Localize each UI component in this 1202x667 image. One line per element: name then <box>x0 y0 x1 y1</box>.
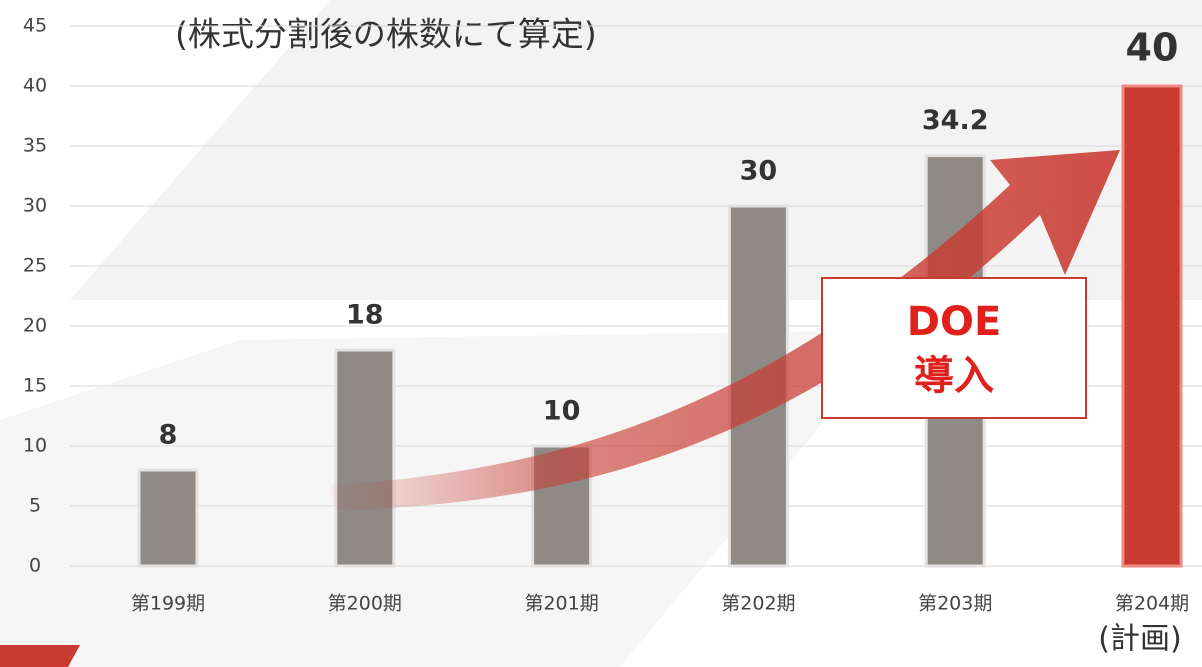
y-tick-label: 35 <box>23 135 47 157</box>
bar <box>1121 84 1183 568</box>
growth-arrow <box>330 150 1120 510</box>
category-note: (計画) <box>1098 622 1181 657</box>
x-tick-label: 第201期 <box>524 593 598 615</box>
bar <box>334 348 396 568</box>
y-tick-label: 25 <box>23 255 47 277</box>
x-tick-label: 第199期 <box>131 593 205 615</box>
background-shape <box>70 0 1202 300</box>
y-tick-label: 10 <box>23 435 47 457</box>
data-label: 34.2 <box>922 105 989 136</box>
y-tick-label: 0 <box>29 555 41 577</box>
subtitle: (株式分割後の株数にて算定) <box>175 15 597 54</box>
x-tick-label: 第204期 <box>1115 593 1189 615</box>
data-label: 8 <box>159 420 178 451</box>
y-tick-label: 40 <box>23 75 47 97</box>
x-tick-label: 第203期 <box>918 593 992 615</box>
data-label: 10 <box>543 396 581 427</box>
callout-text: 導入 <box>914 353 994 399</box>
data-label: 18 <box>346 300 384 331</box>
callout-box <box>821 277 1087 419</box>
x-tick-label: 第202期 <box>721 593 795 615</box>
x-tick-label: 第200期 <box>328 593 402 615</box>
y-tick-label: 45 <box>23 15 47 37</box>
y-tick-label: 30 <box>23 195 47 217</box>
y-tick-label: 5 <box>29 495 41 517</box>
bar <box>137 468 199 568</box>
callout-text: DOE <box>907 299 1002 345</box>
data-label: 30 <box>740 156 778 187</box>
y-tick-label: 15 <box>23 375 47 397</box>
y-tick-label: 20 <box>23 315 47 337</box>
data-label: 40 <box>1126 26 1179 70</box>
corner-accent <box>0 645 80 667</box>
